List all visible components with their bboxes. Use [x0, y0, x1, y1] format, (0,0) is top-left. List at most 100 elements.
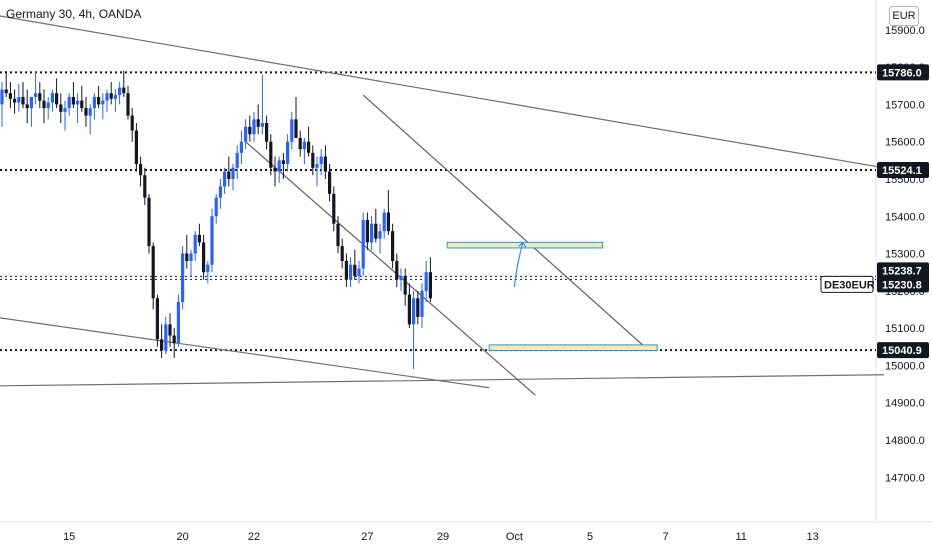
candle-body: [126, 93, 130, 116]
candle-body: [155, 298, 159, 340]
y-tick-label: 15400.0: [885, 211, 925, 223]
candle-body: [294, 119, 298, 138]
candle-body: [277, 160, 281, 172]
x-tick-label: 22: [248, 531, 260, 543]
candle-body: [386, 212, 390, 232]
candle-body: [357, 268, 361, 276]
support-zone: [488, 344, 658, 351]
candle-body: [118, 87, 122, 96]
candle-body: [403, 275, 407, 295]
candle-body: [101, 100, 105, 105]
projection-arrow: [513, 242, 524, 288]
candle-body: [67, 96, 71, 109]
candle-body: [210, 216, 214, 265]
candle-body: [252, 119, 256, 135]
candle-body: [340, 246, 344, 261]
candle-body: [290, 119, 294, 142]
candle-body: [302, 141, 306, 150]
candle-body: [382, 212, 386, 232]
candle-body: [407, 294, 411, 325]
candle-body: [25, 104, 29, 109]
y-tick-label: 14800.0: [885, 435, 925, 447]
candle-body: [34, 93, 38, 97]
candle-body: [239, 141, 243, 153]
candle-body: [21, 96, 25, 105]
candle-body: [223, 171, 227, 187]
candle-body: [315, 164, 319, 168]
candle-body: [105, 93, 109, 101]
candle-body: [349, 264, 353, 280]
y-tick-label: 14700.0: [885, 472, 925, 484]
candle-body: [168, 324, 172, 336]
symbol-tag: [820, 275, 874, 293]
currency-button[interactable]: EUR: [889, 6, 919, 26]
candle-body: [328, 171, 332, 194]
candle-body: [235, 152, 239, 168]
candle-body: [46, 102, 50, 109]
candle-body: [185, 253, 189, 261]
candle-body: [181, 253, 185, 303]
lower-trendline: [0, 317, 490, 389]
candle-body: [42, 100, 46, 109]
x-tick-label: 7: [663, 531, 669, 543]
candle-body: [130, 115, 134, 131]
candle-body: [391, 231, 395, 261]
x-tick-label: 5: [587, 531, 593, 543]
candle-body: [13, 98, 17, 103]
channel-upper-line: [362, 94, 645, 348]
projection-arrowhead: [518, 241, 527, 248]
candle-body: [399, 275, 403, 280]
candle-body: [361, 219, 365, 269]
candle-body: [143, 175, 147, 198]
candle-body: [428, 272, 432, 299]
candle-body: [197, 234, 201, 243]
candle-body: [412, 298, 416, 325]
candle-body: [189, 253, 193, 261]
price-tag-label: 15230.8: [882, 279, 922, 291]
candle-body: [269, 141, 273, 168]
candle-body: [76, 100, 80, 105]
candle-body: [227, 171, 231, 179]
candle-body: [134, 130, 138, 165]
y-tick-label: 15000.0: [885, 360, 925, 372]
candle-body: [4, 89, 8, 94]
price-tag-label: 15786.0: [882, 67, 922, 79]
x-tick-label: 13: [806, 531, 818, 543]
candle-body: [378, 231, 382, 239]
upper-trendline: [0, 15, 885, 169]
symbol-tag-label: DE30EUR: [824, 279, 875, 291]
candle-body: [202, 242, 206, 273]
candle-body: [63, 108, 67, 112]
candle-body: [88, 108, 92, 116]
candle-body: [265, 123, 269, 142]
candle-body: [193, 234, 197, 254]
candle-body: [370, 223, 374, 243]
candle-body: [71, 96, 75, 105]
candle-body: [332, 193, 336, 224]
price-tag-label: 15524.1: [882, 165, 922, 177]
candle-body: [319, 156, 323, 165]
y-tick-label: 15300.0: [885, 249, 925, 261]
price-tag: [877, 262, 929, 279]
candle-body: [420, 290, 424, 317]
candle-body: [311, 152, 315, 168]
candle-body: [0, 89, 4, 105]
channel-lower-line: [245, 141, 536, 396]
support-line: [0, 374, 885, 387]
candle-body: [298, 137, 302, 150]
y-tick-label: 15600.0: [885, 137, 925, 149]
candle-body: [344, 261, 348, 280]
candle-body: [113, 95, 117, 99]
candle-body: [424, 272, 428, 291]
x-tick-label: Oct: [506, 531, 523, 543]
chart-title: Germany 30, 4h, OANDA: [6, 7, 142, 21]
candle-body: [374, 223, 378, 239]
candle-body: [281, 160, 285, 165]
candle-body: [29, 96, 33, 109]
candle-body: [84, 108, 88, 116]
price-tag: [877, 64, 929, 81]
candle-body: [147, 197, 151, 247]
candle-body: [248, 126, 252, 135]
candle-body: [164, 324, 168, 351]
